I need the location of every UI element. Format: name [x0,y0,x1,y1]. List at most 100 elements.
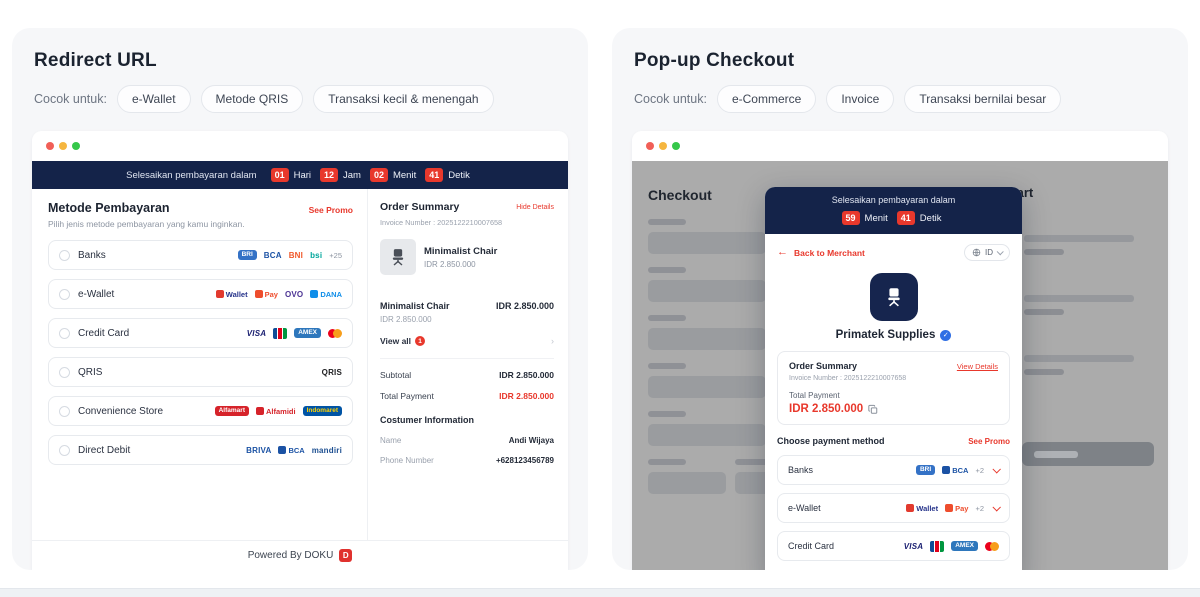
tag-invoice: Invoice [826,85,895,113]
total-payment-label: Total Payment [380,391,434,401]
logo-bri-icon: BRI [915,464,936,476]
logo-doku-wallet-icon: Wallet [906,504,938,513]
product-row: Minimalist Chair IDR 2.850.000 [380,239,554,275]
skeleton-label [648,267,686,273]
customer-phone-label: Phone Number [380,456,434,465]
cart-skeleton-row [1024,235,1134,255]
chevron-down-icon[interactable] [992,465,1001,474]
countdown-prefix: Selesaikan pembayaran dalam [126,169,257,181]
radio-icon[interactable] [59,405,70,417]
view-all-link[interactable]: View all [380,336,412,346]
modal-body: ← Back to Merchant ID [765,234,1022,570]
payment-method-label: Banks [788,465,814,475]
see-promo-link[interactable]: See Promo [308,205,353,215]
tag-transaksi-kecil-menengah: Transaksi kecil & menengah [313,85,494,113]
payment-method-convenience-store[interactable]: Convenience Store Alfamart Alfamidi Indomar… [48,396,353,426]
skeleton-bar [1024,309,1064,315]
radio-icon[interactable] [59,288,70,300]
payment-method-direct-debit[interactable]: Direct Debit BRIVA BCA mandiri [48,435,353,465]
browser-titlebar [632,131,1168,161]
view-all-count-badge: 1 [415,336,426,346]
customer-name-label: Name [380,436,402,445]
modal-top-row: ← Back to Merchant ID [777,244,1010,261]
payment-method-banks[interactable]: Banks BRI BCA BNI bsi +25 [48,240,353,270]
payment-method-logos: VISA AMEX [247,327,342,339]
redirect-url-card-head: Redirect URL Cocok untuk: e-Wallet Metode… [12,28,588,113]
total-payment-row: IDR 2.850.000 [789,403,998,415]
back-to-merchant-link[interactable]: ← Back to Merchant [777,247,865,258]
skeleton-input [648,280,766,302]
cart-skeleton-row [1024,295,1134,315]
payment-method-logos: QRIS [322,368,342,377]
view-all-row[interactable]: View all 1 › [380,336,554,346]
skeleton-bar [1024,369,1064,375]
payment-method-e-wallet[interactable]: e-Wallet Wallet Pay +2 [777,493,1010,523]
radio-icon[interactable] [59,249,70,261]
payment-method-qris[interactable]: QRIS QRIS [48,357,353,387]
powered-by-text: Powered By DOKU [247,550,334,561]
payment-method-label: Banks [78,249,106,261]
hide-details-link[interactable]: Hide Details [516,203,554,211]
payment-method-label: e-Wallet [78,288,115,300]
customer-phone-value: +628123456789 [495,456,554,465]
logo-amex-icon: AMEX [951,540,978,552]
payment-method-credit-card[interactable]: Credit Card VISA AMEX [48,318,353,348]
browser-titlebar [32,131,568,161]
popup-checkout-card-head: Pop-up Checkout Cocok untuk: e-Commerce I… [612,28,1188,113]
line-item-subprice: IDR 2.850.000 [380,315,432,324]
see-promo-link[interactable]: See Promo [968,436,1010,446]
view-details-link[interactable]: View Details [956,361,998,371]
cart-skeleton-row [1024,355,1134,375]
payment-method-label: e-Wallet [788,503,821,513]
payment-method-e-wallet[interactable]: e-Wallet Wallet Pay OVO DANA [48,279,353,309]
suitability-tags-row: Cocok untuk: e-Wallet Metode QRIS Transaks… [34,85,566,113]
logo-qris-icon: QRIS [321,367,342,377]
modal-order-summary-header: Order Summary View Details [789,361,998,371]
skeleton-field [648,459,726,507]
radio-icon[interactable] [59,444,70,456]
payment-method-logos: Alfamart Alfamidi Indomaret [214,405,342,417]
line-item-row: Minimalist Chair IDR 2.850.000 IDR 2.850… [380,301,554,324]
language-value: ID [985,248,993,257]
countdown-menit-value: 59 [841,211,860,225]
doku-logo-icon: D [339,549,353,562]
product-thumbnail-chair-icon [380,239,416,275]
copy-icon[interactable] [868,404,878,415]
modal-countdown-bar: Selesaikan pembayaran dalam 59 Menit 41 Det… [765,187,1022,234]
traffic-light-red-icon [46,142,54,150]
countdown-units: 01 Hari 12 Jam 02 Menit 41 Detik [270,168,474,182]
modal-payment-methods-list: Banks BRI BCA +2 e-Wallet Wallet Pay +2 Credit C… [777,455,1010,561]
payment-method-credit-card[interactable]: Credit Card VISA AMEX [777,531,1010,561]
page-title: Pop-up Checkout [634,50,795,71]
total-payment-row: Total Payment IDR 2.850.000 [380,391,554,401]
customer-name-row: Name Andi Wijaya [380,436,554,445]
page-title: Redirect URL [34,50,157,71]
traffic-light-yellow-icon [59,142,67,150]
order-summary-header: Order Summary Hide Details [380,201,554,213]
line-item-name: Minimalist Chair [380,301,450,311]
merchant-pay-button-skeleton [1022,442,1154,466]
payment-method-logos: BRI BCA +2 [915,464,1001,476]
radio-icon[interactable] [59,327,70,339]
logo-bca-debit-icon: BCA [278,446,305,455]
logo-bca-icon: BCA [263,250,282,260]
payment-method-banks[interactable]: Banks BRI BCA +2 [777,455,1010,485]
countdown-menit-label: Menit [392,169,417,181]
redirect-browser-mockup: Selesaikan pembayaran dalam 01 Hari 12 Jam 0… [32,131,568,570]
skeleton-input [648,232,766,254]
language-selector[interactable]: ID [964,244,1010,261]
order-summary-heading: Order Summary [789,361,858,371]
skeleton-bar [1024,295,1134,302]
tag-e-wallet: e-Wallet [116,85,191,113]
radio-icon[interactable] [59,366,70,378]
suitability-tags-row: Cocok untuk: e-Commerce Invoice Transaksi … [634,85,1166,113]
logo-briva-icon: BRIVA [246,445,272,455]
countdown-menit-label: Menit [864,212,888,224]
line-item-info: Minimalist Chair IDR 2.850.000 [380,301,450,324]
logo-alfamart-icon: Alfamart [214,405,249,417]
globe-icon [972,248,981,257]
powered-by-footer: Powered By DOKU D [32,540,568,570]
chevron-down-icon[interactable] [992,503,1001,512]
payment-methods-header: Metode Pembayaran See Promo [48,201,353,215]
skeleton-field [648,267,813,302]
